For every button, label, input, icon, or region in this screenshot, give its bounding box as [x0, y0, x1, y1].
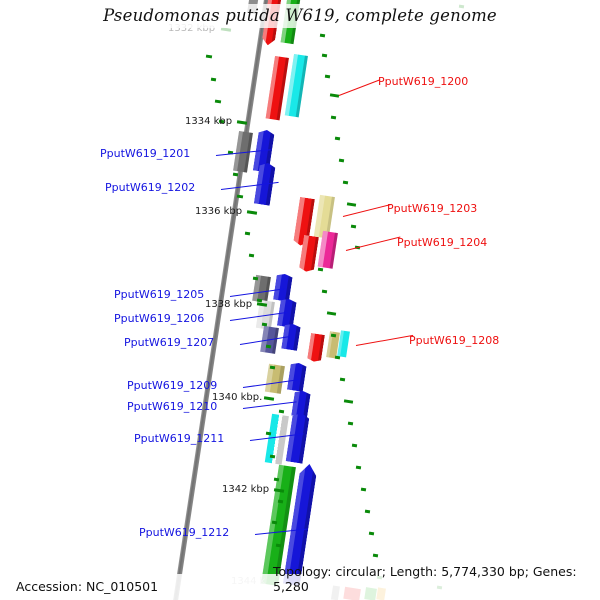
scale-tick	[321, 289, 328, 294]
gene-label-1202[interactable]: PputW619_1202	[105, 181, 196, 194]
gene-glyph-1209-arrow[interactable]	[287, 362, 307, 392]
scale-label-1332: 1332 kbp	[168, 23, 216, 34]
scale-tick	[351, 443, 358, 448]
scale-label-1340: 1340 kbp.	[212, 392, 263, 403]
gene-label-1204[interactable]: PputW619_1204	[397, 236, 488, 249]
scale-tick	[269, 454, 276, 459]
scale-tick	[364, 509, 371, 514]
title-backdrop	[0, 4, 600, 28]
scale-tick	[334, 355, 341, 360]
scale-tick	[269, 365, 276, 370]
scale-tick	[372, 553, 379, 558]
scale-tick	[324, 74, 331, 79]
status-bar: Accession: NC_010501 Topology: circular;…	[0, 564, 600, 600]
scale-label-tick	[246, 210, 258, 215]
scale-tick	[368, 531, 375, 536]
scale-tick	[232, 172, 239, 177]
scale-tick	[330, 115, 337, 120]
scale-label-1336: 1336 kbp	[195, 206, 243, 217]
scale-tick	[350, 224, 357, 229]
scale-tick	[275, 543, 282, 548]
scale-tick	[317, 267, 324, 272]
gene-label-1201[interactable]: PputW619_1201	[100, 147, 191, 160]
gene-label-1200[interactable]: PputW619_1200	[378, 75, 469, 88]
scale-tick	[273, 477, 280, 482]
scale-tick	[214, 99, 222, 104]
scale-tick	[205, 54, 213, 59]
scale-tick	[360, 487, 367, 492]
scale-tick	[326, 311, 337, 316]
scale-tick	[355, 465, 362, 470]
scale-label-tick	[236, 120, 248, 125]
gene-leader-line	[345, 236, 401, 251]
scale-tick	[330, 333, 337, 338]
scale-tick	[248, 253, 255, 258]
scale-tick	[339, 377, 346, 382]
scale-tick	[271, 520, 278, 525]
scale-tick	[321, 53, 328, 58]
gene-label-1203[interactable]: PputW619_1203	[387, 202, 478, 215]
gene-label-1211[interactable]: PputW619_1211	[134, 432, 225, 445]
scale-tick	[343, 399, 354, 404]
accession-text: Accession: NC_010501	[16, 579, 159, 594]
gene-glyph-1200-cyan[interactable]	[284, 53, 308, 118]
scale-label-tick	[263, 396, 275, 401]
scale-tick	[334, 136, 341, 141]
gene-leader-line	[338, 79, 381, 96]
gene-label-1205[interactable]: PputW619_1205	[114, 288, 205, 301]
scale-tick	[265, 431, 272, 436]
gene-label-1210[interactable]: PputW619_1210	[127, 400, 218, 413]
gene-label-1206[interactable]: PputW619_1206	[114, 312, 205, 325]
page-title: Pseudomonas putida W619, complete genome	[103, 6, 497, 25]
status-backdrop	[0, 574, 600, 600]
gene-leader-line	[355, 334, 414, 346]
scale-tick	[210, 77, 217, 82]
gene-label-1212[interactable]: PputW619_1212	[139, 526, 230, 539]
scale-tick	[329, 93, 340, 98]
scale-tick	[346, 202, 357, 207]
gene-glyph-1208-arrow[interactable]	[307, 333, 325, 363]
topology-text: Topology: circular; Length: 5,774,330 bp…	[273, 564, 577, 594]
scale-label-1338: 1338 kbp	[205, 299, 253, 310]
scale-tick	[265, 344, 272, 349]
scale-tick	[278, 409, 285, 414]
gene-glyph-1209-bar[interactable]	[264, 363, 285, 394]
scale-tick	[277, 499, 284, 504]
scale-tick	[252, 276, 259, 281]
scale-tick	[342, 180, 349, 185]
scale-tick	[338, 158, 345, 163]
scale-tick	[244, 231, 251, 236]
gene-glyph-1211-arrow[interactable]	[286, 412, 310, 464]
scale-tick	[319, 33, 326, 38]
gene-label-1208[interactable]: PputW619_1208	[409, 334, 500, 347]
scale-label-1342: 1342 kbp	[222, 484, 270, 495]
gene-label-1209[interactable]: PputW619_1209	[127, 379, 218, 392]
scale-tick	[347, 421, 354, 426]
scale-label-1334: 1334 kbp	[185, 116, 233, 127]
gene-label-1207[interactable]: PputW619_1207	[124, 336, 215, 349]
scale-tick	[261, 322, 268, 327]
